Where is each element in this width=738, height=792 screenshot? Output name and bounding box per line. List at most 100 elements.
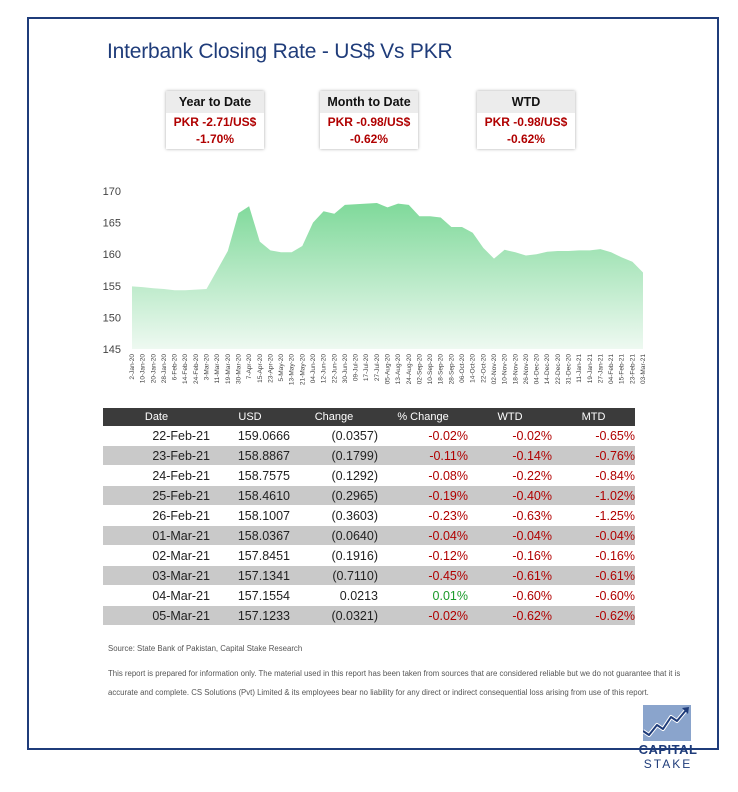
cell-change: (0.0640): [290, 525, 378, 546]
col-mtd: MTD: [552, 408, 635, 426]
table-header-row: Date USD Change % Change WTD MTD: [103, 408, 635, 426]
cell-wtd: -0.02%: [468, 426, 552, 446]
card-value: PKR -0.98/US$: [327, 115, 411, 129]
x-tick-label: 28-Sep-20: [448, 354, 455, 385]
x-tick-label: 02-Nov-20: [491, 354, 498, 385]
table-row: 01-Mar-21 158.0367 (0.0640) -0.04% -0.04% -0.…: [103, 525, 635, 546]
card-header: Year to Date: [166, 91, 264, 113]
cell-wtd: -0.40%: [468, 485, 552, 506]
x-tick-label: 11-Jan-21: [576, 354, 583, 383]
table-row: 02-Mar-21 157.8451 (0.1916) -0.12% -0.16% -0.…: [103, 545, 635, 566]
card-ytd: Year to Date PKR -2.71/US$ -1.70%: [166, 91, 264, 149]
x-tick-label: 7-Apr-20: [246, 354, 253, 380]
disclaimer: This report is prepared for information …: [108, 669, 681, 697]
report-title: Interbank Closing Rate - US$ Vs PKR: [107, 40, 453, 63]
card-mtd: Month to Date PKR -0.98/US$ -0.62%: [320, 91, 418, 149]
cell-change: (0.7110): [290, 565, 378, 586]
card-pct: -1.70%: [195, 132, 235, 146]
cell-pct: -0.02%: [378, 605, 468, 626]
x-tick-label: 23-Feb-21: [629, 354, 636, 384]
cell-change: (0.1292): [290, 465, 378, 486]
col-usd: USD: [210, 408, 290, 426]
cell-wtd: -0.14%: [468, 445, 552, 466]
x-tick-label: 14-Dec-20: [544, 354, 551, 385]
capital-stake-logo: CAPITAL STAKE: [637, 705, 703, 775]
cell-change: 0.0213: [290, 585, 378, 606]
x-tick-label: 19-Jan-21: [587, 354, 594, 384]
x-tick-label: 31-Dec-20: [566, 354, 573, 385]
x-tick-label: 22-Dec-20: [555, 354, 562, 385]
area-series: [132, 203, 643, 349]
x-tick-label: 22-Oct-20: [480, 354, 487, 383]
y-tick-label: 145: [103, 344, 121, 356]
cell-pct: -0.45%: [378, 565, 468, 586]
cell-pct: -0.19%: [378, 485, 468, 506]
y-tick-label: 150: [103, 312, 121, 324]
col-change: Change: [290, 408, 378, 426]
x-tick-label: 04-Jun-20: [310, 354, 317, 384]
y-tick-label: 155: [103, 281, 121, 293]
x-tick-label: 14-Oct-20: [470, 354, 477, 383]
cell-mtd: -0.65%: [552, 426, 635, 446]
cell-pct: -0.08%: [378, 465, 468, 486]
table-row: 23-Feb-21 158.8867 (0.1799) -0.11% -0.14% -0.…: [103, 445, 635, 466]
cell-change: (0.3603): [290, 505, 378, 526]
x-tick-label: 09-Jul-20: [353, 354, 360, 381]
cell-wtd: -0.61%: [468, 565, 552, 586]
x-tick-label: 27-Jul-20: [374, 354, 381, 381]
x-tick-label: 04-Feb-21: [608, 354, 615, 384]
x-tick-label: 26-Nov-20: [523, 354, 530, 385]
table-row: 24-Feb-21 158.7575 (0.1292) -0.08% -0.22% -0.…: [103, 465, 635, 486]
x-tick-label: 24-Feb-20: [193, 354, 200, 384]
report-frame: [27, 17, 719, 750]
cell-usd: 158.8867: [210, 445, 290, 466]
cell-usd: 158.0367: [210, 525, 290, 546]
cell-mtd: -0.76%: [552, 445, 635, 466]
cell-change: (0.2965): [290, 485, 378, 506]
cell-mtd: -0.84%: [552, 465, 635, 486]
cell-date: 03-Mar-21: [103, 565, 210, 586]
cell-change: (0.1916): [290, 545, 378, 566]
cell-pct: -0.02%: [378, 426, 468, 446]
card-pct: -0.62%: [506, 132, 546, 146]
table-row: 26-Feb-21 158.1007 (0.3603) -0.23% -0.63% -1.…: [103, 505, 635, 526]
cell-wtd: -0.22%: [468, 465, 552, 486]
cell-date: 04-Mar-21: [103, 585, 210, 606]
cell-change: (0.1799): [290, 445, 378, 466]
cell-date: 02-Mar-21: [103, 545, 210, 566]
x-tick-label: 13-Aug-20: [395, 354, 402, 385]
col-pct-change: % Change: [378, 408, 468, 426]
table-row: 25-Feb-21 158.4610 (0.2965) -0.19% -0.40% -1.…: [103, 485, 635, 506]
card-pct: -0.62%: [349, 132, 389, 146]
x-tick-label: 24-Aug-20: [406, 354, 413, 385]
x-tick-label: 10-Nov-20: [502, 354, 509, 385]
logo-text-capital: CAPITAL: [638, 742, 698, 757]
cell-pct: -0.23%: [378, 505, 468, 526]
x-tick-label: 12-Jun-20: [321, 354, 328, 384]
x-tick-label: 02-Sep-20: [416, 354, 423, 385]
cell-pct: -0.12%: [378, 545, 468, 566]
cell-usd: 157.1554: [210, 585, 290, 606]
x-tick-label: 05-Aug-20: [385, 354, 392, 385]
x-tick-label: 6-Feb-20: [172, 354, 179, 381]
cell-mtd: -1.25%: [552, 505, 635, 526]
x-tick-label: 2-Jan-20: [129, 354, 136, 380]
cell-change: (0.0357): [290, 426, 378, 446]
card-wtd: WTD PKR -0.98/US$ -0.62%: [477, 91, 575, 149]
cell-wtd: -0.04%: [468, 525, 552, 546]
cell-mtd: -1.02%: [552, 485, 635, 506]
x-tick-label: 14-Feb-20: [182, 354, 189, 384]
cell-wtd: -0.60%: [468, 585, 552, 606]
x-tick-label: 30-Jun-20: [342, 354, 349, 384]
cell-date: 01-Mar-21: [103, 525, 210, 546]
x-tick-label: 19-Mar-20: [225, 354, 232, 384]
card-header: Month to Date: [320, 91, 418, 113]
col-wtd: WTD: [468, 408, 552, 426]
rates-table: Date USD Change % Change WTD MTD 22-Feb-…: [103, 408, 635, 626]
x-tick-label: 13-May-20: [289, 354, 296, 385]
x-tick-label: 04-Dec-20: [534, 354, 541, 385]
x-tick-label: 20-Jan-20: [150, 354, 157, 384]
x-tick-label: 10-Jan-20: [140, 354, 147, 384]
x-tick-label: 03-Mar-21: [640, 354, 647, 384]
table-row: 22-Feb-21 159.0666 (0.0357) -0.02% -0.02% -0.…: [103, 426, 635, 446]
